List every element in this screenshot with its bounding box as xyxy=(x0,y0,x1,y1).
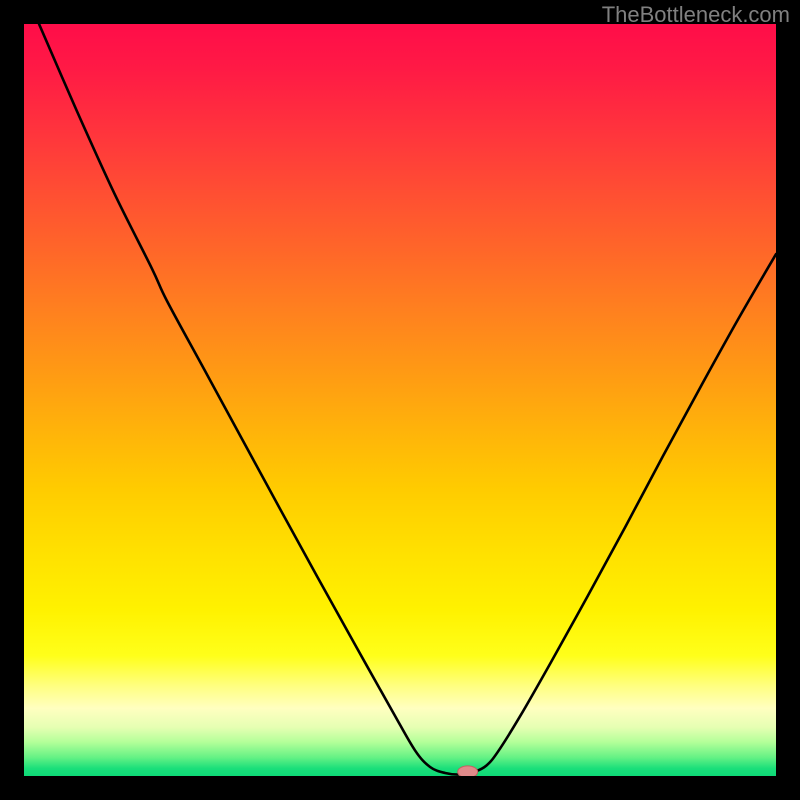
watermark-label: TheBottleneck.com xyxy=(602,2,790,28)
curve-path xyxy=(39,24,776,775)
bottleneck-curve xyxy=(24,24,776,776)
chart-stage: TheBottleneck.com xyxy=(0,0,800,800)
plot-area xyxy=(24,24,776,776)
min-marker xyxy=(458,766,478,776)
